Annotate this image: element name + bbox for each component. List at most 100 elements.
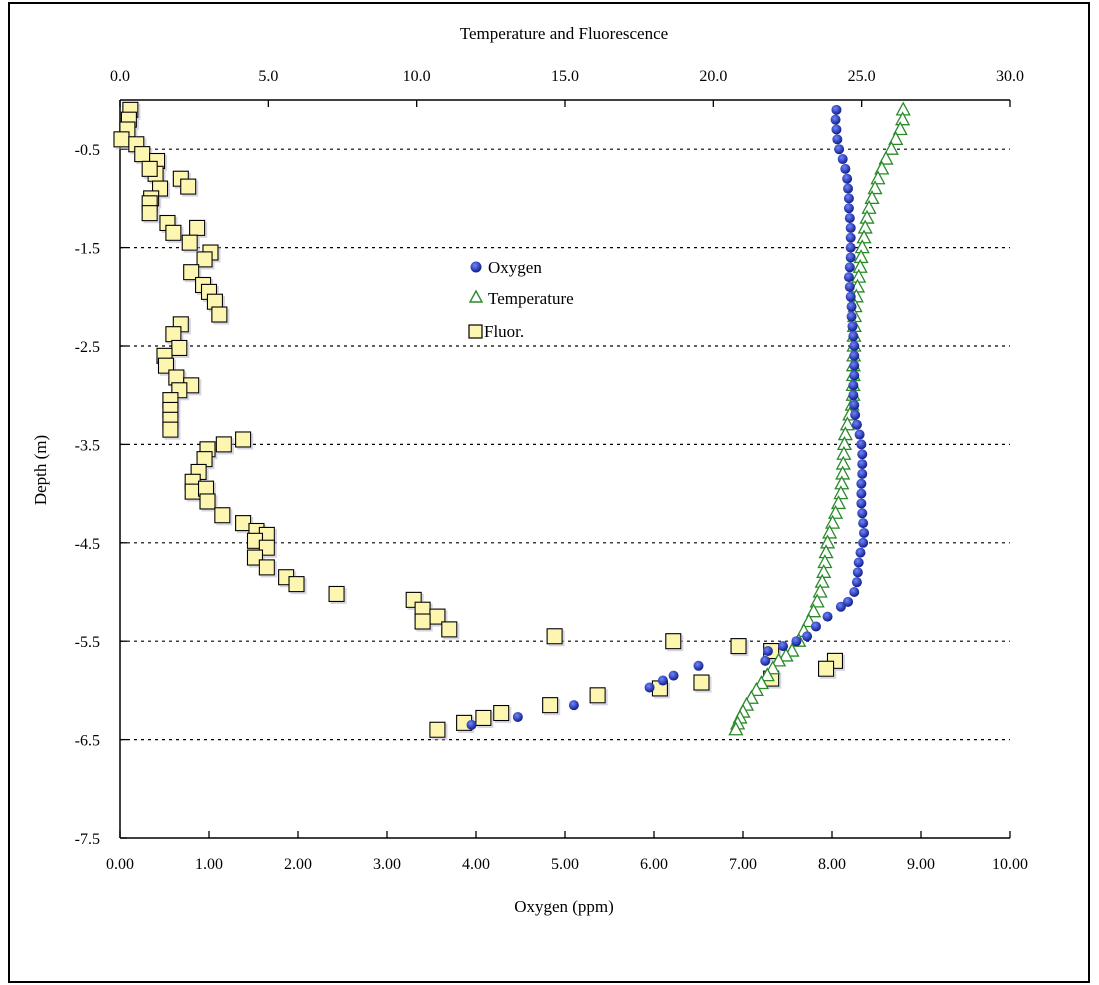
fluor-series xyxy=(113,101,844,738)
oxygen-point xyxy=(856,498,867,509)
top-tick-label: 15.0 xyxy=(551,68,579,85)
oxygen-point xyxy=(844,213,855,224)
fluor-point xyxy=(328,585,345,603)
oxygen-point xyxy=(834,144,845,155)
oxygen-point xyxy=(847,321,858,332)
oxygen-point xyxy=(791,636,802,647)
fluor-point xyxy=(214,507,231,524)
y-tick-label: -5.5 xyxy=(75,634,100,651)
top-tick-label: 30.0 xyxy=(996,68,1024,85)
oxygen-point xyxy=(644,682,655,693)
axes: 0.0 5.0 10.0 15.0 20.0 25.0 30.0 0.00 1.00 2.00 3.… xyxy=(75,68,1028,873)
oxygen-point xyxy=(853,557,864,568)
legend: Oxygen Temperature Fluor. xyxy=(468,258,574,341)
bottom-tick-label: 8.00 xyxy=(818,856,846,873)
oxygen-point xyxy=(830,114,841,125)
oxygen-point xyxy=(851,419,862,430)
bottom-tick-label: 6.00 xyxy=(640,856,668,873)
oxygen-point xyxy=(843,183,854,194)
bottom-tick-label: 7.00 xyxy=(729,856,757,873)
oxygen-point xyxy=(760,655,771,666)
temperature-point xyxy=(878,150,894,165)
legend-temperature-label: Temperature xyxy=(488,289,574,308)
fluor-point xyxy=(475,709,492,727)
top-tick-label: 25.0 xyxy=(848,68,876,85)
fluor-point xyxy=(258,539,275,556)
grid-lines xyxy=(120,148,1010,741)
fluor-point xyxy=(141,160,158,177)
fluor-point xyxy=(441,621,458,638)
top-tick-label: 10.0 xyxy=(403,68,431,85)
oxygen-point xyxy=(850,409,861,420)
oxygen-point xyxy=(668,670,679,681)
oxygen-point xyxy=(843,596,854,607)
top-tick-label: 20.0 xyxy=(699,68,727,85)
oxygen-point xyxy=(849,360,860,371)
temperature-point xyxy=(861,199,877,214)
temperature-point xyxy=(814,573,830,588)
bottom-tick-label: 1.00 xyxy=(195,856,223,873)
y-tick-label: -1.5 xyxy=(75,241,100,258)
fluor-point xyxy=(180,178,197,195)
oxygen-point xyxy=(810,621,821,632)
oxygen-point xyxy=(846,301,857,312)
oxygen-point xyxy=(802,631,813,642)
bottom-tick-label: 9.00 xyxy=(907,856,935,873)
temperature-point xyxy=(822,524,838,539)
y-tick-label: -6.5 xyxy=(75,733,100,750)
legend-oxygen-label: Oxygen xyxy=(488,258,542,277)
oxygen-point xyxy=(856,478,867,489)
bottom-tick-label: 0.00 xyxy=(106,856,134,873)
fluor-point xyxy=(414,613,431,630)
oxygen-point xyxy=(693,660,704,671)
fluor-point xyxy=(165,224,182,241)
oxygen-point xyxy=(568,700,579,711)
fluor-point xyxy=(189,219,206,236)
oxygen-point xyxy=(849,370,860,381)
oxygen-point xyxy=(856,488,867,499)
oxygen-point xyxy=(848,390,859,401)
fluor-point xyxy=(199,493,216,510)
bottom-tick-label: 3.00 xyxy=(373,856,401,873)
bottom-tick-label: 10.00 xyxy=(992,856,1028,873)
oxygen-point xyxy=(857,468,868,479)
fluor-point xyxy=(162,421,179,438)
y-tick-label: -0.5 xyxy=(75,142,100,159)
oxygen-point xyxy=(831,124,842,135)
oxygen-point xyxy=(849,587,860,597)
oxygen-point xyxy=(848,380,859,391)
oxygen-point xyxy=(858,537,869,548)
oxygen-point xyxy=(778,641,789,652)
fluor-point xyxy=(246,549,264,566)
oxygen-point xyxy=(843,272,854,283)
temperature-point xyxy=(895,111,911,126)
fluor-point xyxy=(211,306,228,323)
oxygen-point xyxy=(851,577,862,588)
fluor-point xyxy=(235,431,252,448)
fluor-point xyxy=(693,674,710,691)
temperature-point xyxy=(778,647,794,662)
fluor-point xyxy=(171,339,188,357)
temperature-point xyxy=(728,721,744,736)
oxygen-point xyxy=(822,611,833,622)
oxygen-point xyxy=(857,508,868,519)
bottom-tick-label: 2.00 xyxy=(284,856,312,873)
temperature-point xyxy=(771,652,787,667)
oxygen-point xyxy=(849,400,860,411)
oxygen-point xyxy=(857,459,868,470)
oxygen-point xyxy=(832,134,843,145)
oxygen-point xyxy=(854,429,865,440)
top-tick-label: 0.0 xyxy=(110,68,130,85)
temperature-point xyxy=(809,593,825,608)
temperature-point xyxy=(874,160,890,175)
oxygen-point xyxy=(831,104,842,115)
fluor-point xyxy=(493,704,510,722)
temperature-point xyxy=(806,603,822,618)
fluor-point xyxy=(196,251,213,268)
temperature-point xyxy=(833,485,849,500)
fluor-point xyxy=(215,436,232,453)
bottom-tick-label: 5.00 xyxy=(551,856,579,873)
oxygen-point xyxy=(657,675,668,686)
oxygen-point xyxy=(845,232,856,243)
